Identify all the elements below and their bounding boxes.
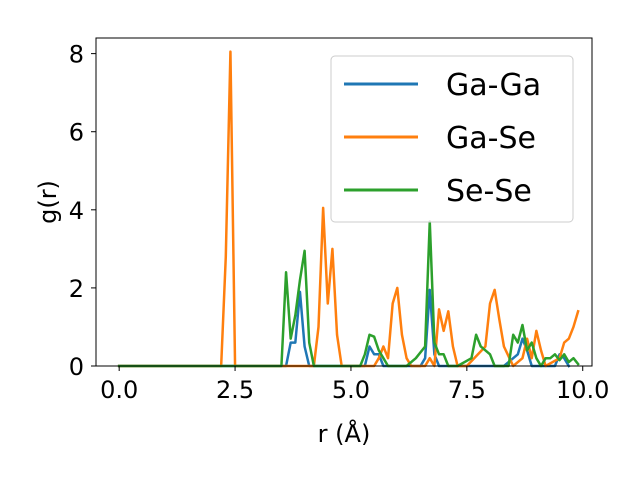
- legend-label-ga-se: Ga-Se: [446, 121, 536, 156]
- y-tick-label: 6: [69, 119, 84, 147]
- legend: Ga-Ga Ga-Se Se-Se: [330, 55, 574, 223]
- x-tick-label: 2.5: [216, 376, 254, 404]
- legend-label-ga-ga: Ga-Ga: [446, 68, 541, 103]
- x-tick-label: 0.0: [100, 376, 138, 404]
- plot-frame: [95, 37, 593, 367]
- y-tick-label: 8: [69, 41, 84, 69]
- x-axis-label: r (Å): [318, 419, 371, 448]
- x-tick-label: 7.5: [448, 376, 486, 404]
- x-tick-label: 10.0: [556, 376, 609, 404]
- legend-box: [330, 55, 574, 223]
- y-axis: 0 2 4 6 8: [69, 41, 96, 381]
- y-tick-label: 0: [69, 353, 84, 381]
- y-axis-label: g(r): [34, 180, 62, 224]
- series-line-se-se: [117, 220, 580, 368]
- y-tick-label: 2: [69, 275, 84, 303]
- x-tick-label: 5.0: [332, 376, 370, 404]
- x-axis: 0.0 2.5 5.0 7.5 10.0: [100, 366, 609, 404]
- legend-label-se-se: Se-Se: [446, 174, 532, 209]
- y-tick-label: 4: [69, 197, 84, 225]
